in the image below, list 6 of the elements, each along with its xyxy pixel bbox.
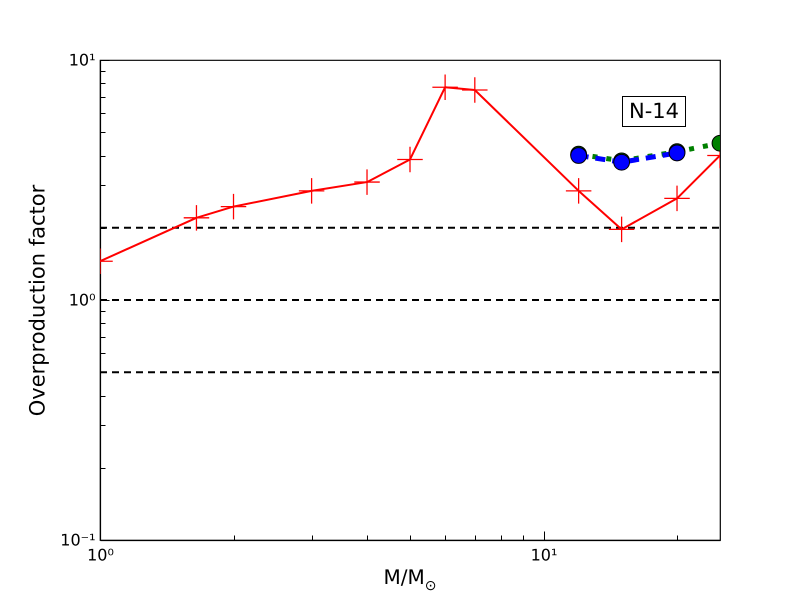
y-tick-label: 10⁰: [68, 290, 96, 310]
y-axis-title: Overproduction factor: [25, 184, 50, 416]
annotation: N-14: [622, 96, 686, 128]
y-tick-label: 10⁻¹: [60, 530, 96, 550]
y-tick-label: 10¹: [68, 50, 96, 70]
x-axis-title: M/M$_{⊙}$: [382, 565, 438, 594]
